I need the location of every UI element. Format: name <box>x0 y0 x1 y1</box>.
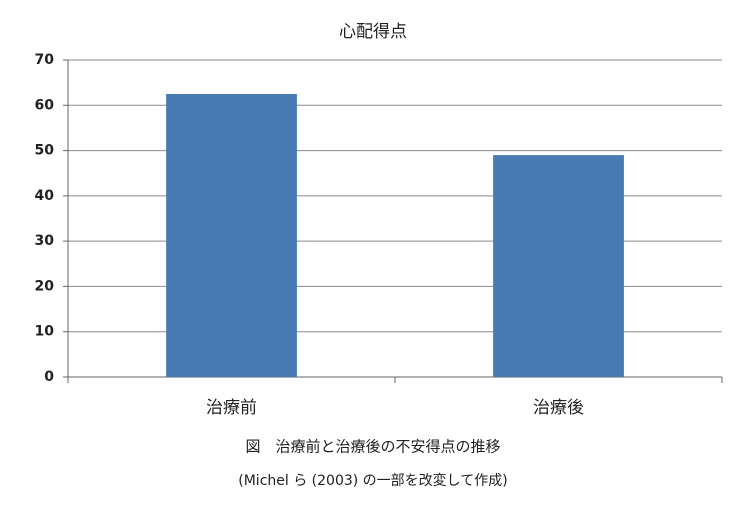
y-tick-label: 50 <box>35 143 55 159</box>
bar <box>166 93 297 377</box>
source-note: (Michel ら (2003) の一部を改変して作成) <box>238 472 507 489</box>
y-tick-label: 70 <box>35 52 55 68</box>
y-tick-label: 30 <box>35 233 55 249</box>
y-tick-label: 0 <box>44 369 54 385</box>
y-tick-label: 60 <box>35 97 55 113</box>
chart-title: 心配得点 <box>339 22 407 42</box>
caption: 図 治療前と治療後の不安得点の推移 <box>245 438 500 456</box>
bar <box>493 155 624 377</box>
x-tick-label: 治療前 <box>206 398 257 418</box>
y-tick-label: 10 <box>35 324 55 340</box>
y-tick-label: 40 <box>35 188 55 204</box>
y-tick-label: 20 <box>35 278 55 294</box>
x-tick-label: 治療後 <box>533 398 584 418</box>
